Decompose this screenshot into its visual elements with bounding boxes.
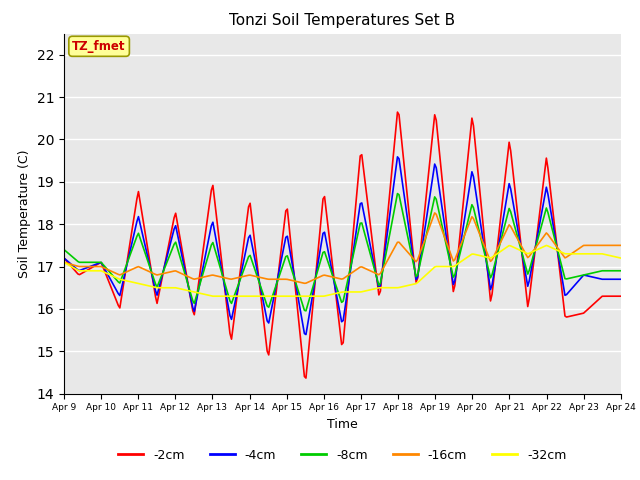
-32cm xyxy=(543,242,550,248)
-2cm xyxy=(617,293,625,299)
-8cm xyxy=(129,246,136,252)
-32cm xyxy=(255,293,263,299)
-2cm xyxy=(226,331,234,336)
Line: -32cm: -32cm xyxy=(64,245,621,296)
-32cm xyxy=(60,259,68,265)
-8cm xyxy=(226,298,234,304)
-4cm xyxy=(60,255,68,261)
Y-axis label: Soil Temperature (C): Soil Temperature (C) xyxy=(18,149,31,278)
Text: TZ_fmet: TZ_fmet xyxy=(72,40,126,53)
Legend: -2cm, -4cm, -8cm, -16cm, -32cm: -2cm, -4cm, -8cm, -16cm, -32cm xyxy=(113,444,572,467)
-8cm xyxy=(394,191,401,196)
-16cm xyxy=(589,242,596,248)
Title: Tonzi Soil Temperatures Set B: Tonzi Soil Temperatures Set B xyxy=(229,13,456,28)
-16cm xyxy=(305,279,313,285)
-4cm xyxy=(589,274,596,280)
-4cm xyxy=(244,235,252,240)
-16cm xyxy=(244,272,252,278)
-8cm xyxy=(589,270,596,276)
-2cm xyxy=(129,226,136,231)
-16cm xyxy=(431,210,438,216)
-8cm xyxy=(244,254,252,260)
-8cm xyxy=(305,297,313,303)
Line: -16cm: -16cm xyxy=(64,213,621,283)
-32cm xyxy=(228,293,236,299)
-32cm xyxy=(246,293,254,299)
-2cm xyxy=(305,343,313,348)
-16cm xyxy=(226,276,234,282)
-4cm xyxy=(129,239,136,245)
-4cm xyxy=(226,313,234,319)
-2cm xyxy=(589,302,596,308)
-16cm xyxy=(617,242,625,248)
-2cm xyxy=(394,109,401,115)
-4cm xyxy=(254,271,262,277)
-32cm xyxy=(589,251,596,257)
-32cm xyxy=(129,279,136,285)
-4cm xyxy=(617,276,625,282)
-8cm xyxy=(302,308,310,314)
-8cm xyxy=(254,276,262,281)
-32cm xyxy=(209,293,217,299)
Line: -8cm: -8cm xyxy=(64,193,621,311)
-16cm xyxy=(301,280,308,286)
-4cm xyxy=(305,313,313,319)
-16cm xyxy=(129,266,136,272)
-8cm xyxy=(60,247,68,252)
-4cm xyxy=(302,332,310,337)
-32cm xyxy=(617,255,625,261)
-16cm xyxy=(60,259,68,265)
-8cm xyxy=(617,268,625,274)
-2cm xyxy=(244,204,252,210)
Line: -4cm: -4cm xyxy=(64,157,621,335)
Line: -2cm: -2cm xyxy=(64,112,621,378)
-4cm xyxy=(394,154,401,160)
-16cm xyxy=(254,274,262,280)
-2cm xyxy=(302,375,310,381)
-32cm xyxy=(305,293,313,299)
-2cm xyxy=(254,268,262,274)
-2cm xyxy=(60,255,68,261)
X-axis label: Time: Time xyxy=(327,418,358,431)
